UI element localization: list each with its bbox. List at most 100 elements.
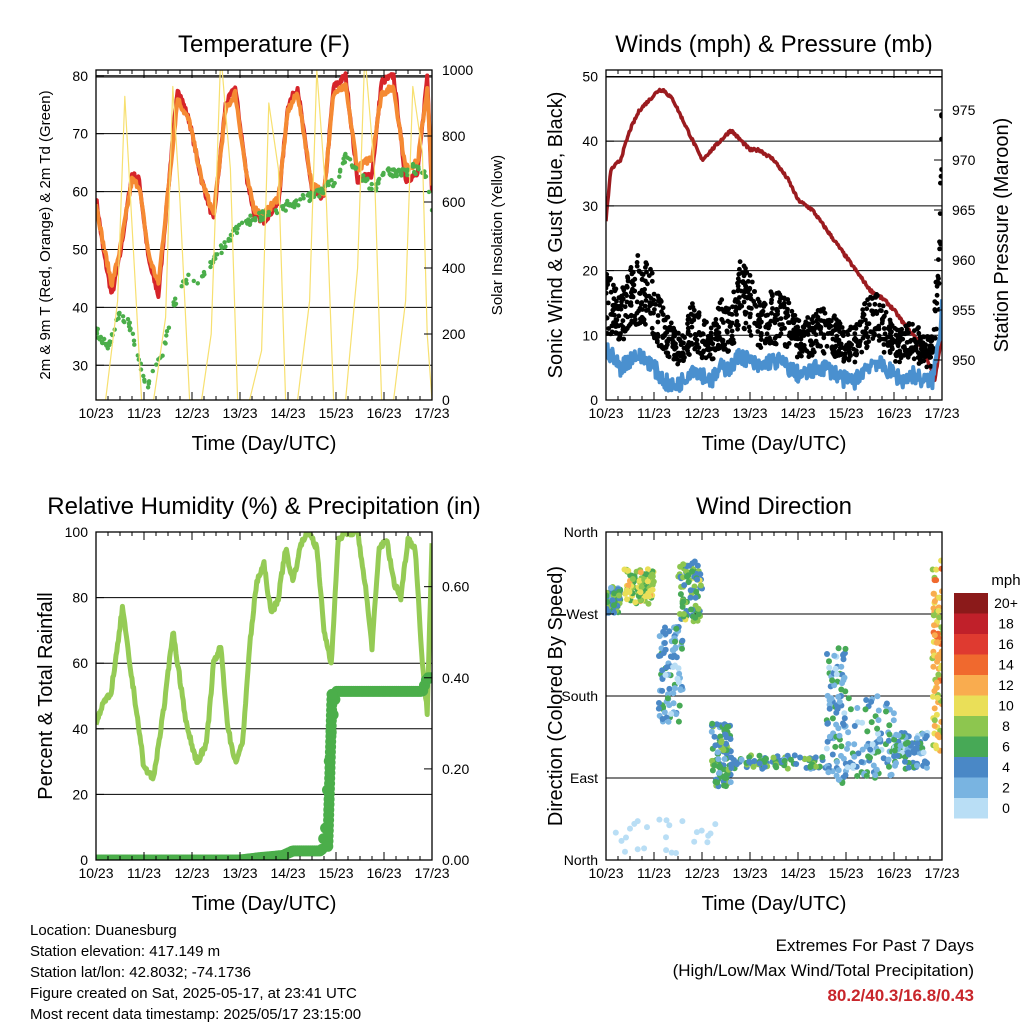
data-point xyxy=(652,335,657,341)
data-point xyxy=(933,711,940,718)
y2-tick-label: 800 xyxy=(442,128,466,144)
data-point xyxy=(793,761,800,767)
data-point xyxy=(842,356,848,361)
y-tick-label: 60 xyxy=(72,655,88,671)
data-point xyxy=(707,830,714,837)
data-point xyxy=(931,722,938,729)
legend-title: mph xyxy=(991,572,1020,589)
y2-tick-label: 0 xyxy=(442,392,450,408)
data-point xyxy=(813,338,819,344)
data-point xyxy=(164,333,169,338)
data-point xyxy=(741,293,746,299)
y-tick-label: North xyxy=(564,852,598,868)
data-point xyxy=(685,325,691,331)
data-point xyxy=(826,697,833,704)
data-point xyxy=(904,739,911,746)
data-point xyxy=(744,270,750,275)
data-point xyxy=(657,302,662,308)
data-point xyxy=(634,818,641,825)
data-point xyxy=(834,759,840,765)
data-point xyxy=(820,349,826,354)
data-point xyxy=(858,759,865,765)
data-point xyxy=(823,745,830,752)
data-point xyxy=(164,329,170,334)
x-tick-label: 14/23 xyxy=(270,405,305,421)
data-point xyxy=(735,299,741,305)
data-point xyxy=(677,686,684,693)
data-point xyxy=(399,171,404,176)
data-point xyxy=(906,330,911,336)
y-tick-label: 40 xyxy=(72,299,88,315)
data-point xyxy=(805,755,812,762)
data-point xyxy=(864,306,870,312)
x-tick-label: 13/23 xyxy=(732,405,767,421)
data-point xyxy=(925,334,931,339)
data-point xyxy=(234,230,240,236)
data-point xyxy=(758,345,764,350)
data-point xyxy=(768,318,774,324)
data-point xyxy=(799,353,804,359)
data-point xyxy=(937,246,942,252)
data-point xyxy=(714,749,721,756)
data-point xyxy=(938,565,942,572)
extremes-title: Extremes For Past 7 Days xyxy=(775,936,974,955)
data-point xyxy=(636,268,642,274)
data-point xyxy=(937,211,942,216)
x-tick-label: 14/23 xyxy=(780,865,815,881)
data-point xyxy=(901,352,907,358)
data-point xyxy=(877,302,882,308)
legend-swatch xyxy=(954,777,988,798)
data-point xyxy=(611,590,618,597)
data-point xyxy=(895,732,902,739)
data-point xyxy=(659,716,666,722)
data-point xyxy=(672,644,679,651)
data-point xyxy=(829,751,836,758)
data-point xyxy=(808,338,814,344)
data-point xyxy=(784,310,790,316)
data-point xyxy=(641,845,648,852)
data-point xyxy=(786,341,792,346)
data-point xyxy=(921,758,928,765)
data-point xyxy=(812,763,819,770)
data-point xyxy=(606,592,610,599)
winds-ylabel: Sonic Wind & Gust (Blue, Black) xyxy=(545,92,567,379)
data-point xyxy=(668,327,673,333)
data-point xyxy=(611,296,617,302)
data-point xyxy=(777,299,782,305)
data-point xyxy=(738,756,745,763)
data-point xyxy=(844,764,851,771)
y-tick-label: East xyxy=(570,770,598,786)
data-point xyxy=(883,700,890,707)
data-point xyxy=(648,295,654,301)
data-point xyxy=(928,338,934,344)
data-point xyxy=(860,307,866,313)
data-point xyxy=(636,577,643,584)
data-point xyxy=(414,164,419,169)
data-point xyxy=(674,675,681,682)
data-point xyxy=(695,605,702,612)
winds-series-0 xyxy=(606,87,942,383)
direction-cluster-1 xyxy=(621,566,657,607)
data-point xyxy=(845,741,852,747)
data-point xyxy=(711,762,718,769)
data-point xyxy=(740,280,746,286)
data-point xyxy=(838,743,845,750)
data-point xyxy=(733,308,739,314)
data-point xyxy=(930,590,937,597)
data-point xyxy=(851,753,858,760)
data-point xyxy=(736,322,741,328)
data-point xyxy=(629,279,635,285)
data-point xyxy=(785,306,790,312)
data-point xyxy=(870,336,876,341)
data-point xyxy=(640,272,646,277)
data-point xyxy=(829,677,836,684)
data-point xyxy=(714,779,721,786)
data-point xyxy=(728,765,735,771)
data-point xyxy=(755,329,761,334)
extremes-subtitle: (High/Low/Max Wind/Total Precipitation) xyxy=(672,961,974,980)
data-point xyxy=(685,348,690,354)
data-point xyxy=(893,760,899,767)
data-point xyxy=(720,342,726,348)
y2-tick-label: 0.40 xyxy=(442,670,469,686)
data-point xyxy=(634,260,640,265)
